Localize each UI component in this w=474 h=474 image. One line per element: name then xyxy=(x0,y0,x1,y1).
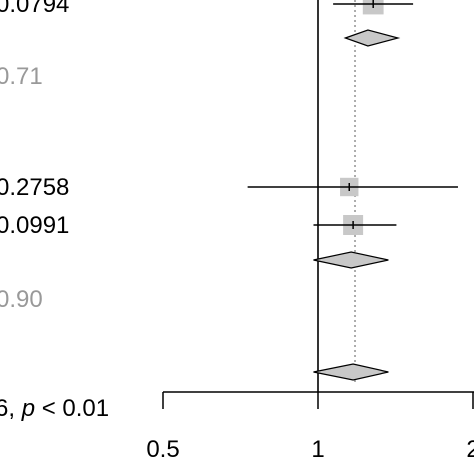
study-label: 0.2758 xyxy=(0,174,69,201)
subtotal-diamond xyxy=(343,29,401,47)
overall-diamond xyxy=(313,363,389,381)
study-label: 0.0991 xyxy=(0,212,69,239)
heterogeneity-value: 0.90 xyxy=(0,286,43,313)
x-axis-tick-label: 2 xyxy=(466,436,474,463)
x-axis-tick-label: 0.5 xyxy=(146,436,179,463)
x-axis-tick-label: 1 xyxy=(311,436,324,463)
heterogeneity-test-label: 6, p < 0.01 xyxy=(0,395,109,422)
subtotal-diamond xyxy=(313,251,389,269)
heterogeneity-value: 0.71 xyxy=(0,63,43,90)
study-label: 0.0794 xyxy=(0,0,69,18)
